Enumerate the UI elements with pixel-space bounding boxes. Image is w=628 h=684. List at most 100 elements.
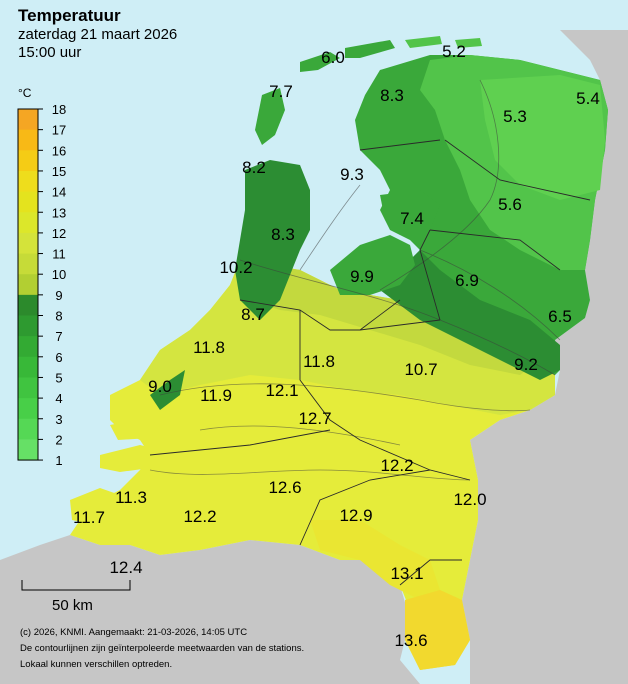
footer-disclaimer: Lokaal kunnen verschillen optreden. <box>20 659 173 670</box>
legend-tick-label: 3 <box>55 412 62 427</box>
temp-label: 12.6 <box>268 478 301 497</box>
temp-label: 7.4 <box>400 209 424 228</box>
vlieland <box>300 52 340 72</box>
temp-label: 13.1 <box>390 564 423 583</box>
zone-south-limburg <box>405 590 470 670</box>
legend-tick-label: 4 <box>55 391 62 406</box>
map-header: Temperatuur zaterdag 21 maart 2026 15:00… <box>18 6 177 62</box>
temp-label: 8.7 <box>241 305 265 324</box>
legend-bar: 18 17 16 15 14 13 12 11 10 9 8 7 6 5 4 3 2 1 <box>17 102 66 468</box>
legend-swatch <box>18 418 38 440</box>
province-borders <box>149 139 591 586</box>
temperature-labels: 6.0 5.2 7.7 8.3 5.4 5.3 8.2 9.3 7.4 5.6 … <box>73 42 600 650</box>
schouwen <box>100 445 160 472</box>
temp-label: 8.3 <box>271 225 295 244</box>
temp-label: 12.4 <box>109 558 142 577</box>
legend-tick-label: 2 <box>55 432 62 447</box>
footer-copyright: (c) 2026, KNMI. Aangemaakt: 21-03-2026, … <box>20 627 248 638</box>
noordoostpolder <box>380 190 440 235</box>
temp-label: 9.3 <box>340 165 364 184</box>
zone-green-dark <box>380 250 560 380</box>
legend-tick-label: 15 <box>52 164 66 179</box>
legend-tick-label: 8 <box>55 309 62 324</box>
legend-tick-label: 17 <box>52 123 66 138</box>
temp-label: 5.3 <box>503 107 527 126</box>
legend-tick-label: 12 <box>52 226 66 241</box>
terschelling <box>345 40 395 58</box>
temp-label: 7.7 <box>269 82 293 101</box>
zone-warmest <box>310 520 440 600</box>
legend-frame <box>17 108 39 461</box>
flevoland <box>330 235 415 295</box>
legend-tick-label: 11 <box>52 247 66 262</box>
map-footer: (c) 2026, KNMI. Aangemaakt: 21-03-2026, … <box>20 625 304 673</box>
contour-lines <box>149 79 561 481</box>
goeree <box>110 418 160 440</box>
legend-swatch <box>18 398 38 420</box>
legend-swatch <box>18 170 38 193</box>
temp-label: 12.1 <box>265 381 298 400</box>
temp-label: 12.9 <box>339 506 372 525</box>
legend-swatch <box>18 336 38 358</box>
legend-tick-label: 7 <box>55 329 62 344</box>
legend-swatch <box>18 191 38 213</box>
scale-label: 50 km <box>52 597 93 614</box>
map-title: Temperatuur <box>18 6 121 25</box>
temp-label: 11.3 <box>115 488 147 507</box>
legend-swatch <box>18 315 38 337</box>
legend-swatch <box>18 294 38 316</box>
legend-tick-label: 5 <box>55 370 62 385</box>
legend-swatch <box>18 129 38 151</box>
temp-label: 9.0 <box>148 377 172 396</box>
map-time: 15:00 uur <box>18 44 82 61</box>
legend-swatch <box>18 212 38 234</box>
temp-label: 5.6 <box>498 195 522 214</box>
coast-west <box>150 370 185 410</box>
legend-swatch <box>18 150 38 172</box>
legend-swatch <box>18 356 38 378</box>
legend-swatch <box>18 274 38 296</box>
legend-swatch <box>18 232 38 255</box>
belgium <box>0 535 420 684</box>
legend-tick-label: 10 <box>52 267 66 282</box>
legend-tick-label: 6 <box>55 350 62 365</box>
schiermonnikoog <box>455 38 482 48</box>
zone-green-pale <box>480 75 605 200</box>
legend-swatch <box>18 109 38 131</box>
legend-tick-label: 18 <box>52 102 66 117</box>
temp-label: 12.2 <box>380 456 413 475</box>
temp-label: 11.8 <box>303 352 335 371</box>
temp-label: 12.7 <box>298 409 331 428</box>
temp-label: 11.7 <box>73 508 105 527</box>
temp-label: 6.5 <box>548 307 572 326</box>
ameland <box>405 36 442 48</box>
walcheren <box>70 488 120 525</box>
germany <box>462 30 628 684</box>
footer-note: De contourlijnen zijn geïnterpoleerde me… <box>20 643 305 654</box>
temp-label: 13.6 <box>394 631 427 650</box>
scale-bar <box>21 580 131 591</box>
temp-label: 5.2 <box>442 42 466 61</box>
legend-swatch <box>18 439 38 461</box>
temp-label: 10.7 <box>404 360 437 379</box>
temp-label: 6.9 <box>455 271 479 290</box>
legend-tick-label: 9 <box>55 288 62 303</box>
temp-label: 8.3 <box>380 86 404 105</box>
temp-label: 11.9 <box>200 386 232 405</box>
legend-tick-label: 1 <box>55 453 62 468</box>
temp-label: 12.2 <box>183 507 216 526</box>
legend-tick-label: 16 <box>52 143 66 158</box>
temp-label: 9.2 <box>514 355 538 374</box>
north-holland <box>235 160 310 320</box>
zone-mid-transition <box>240 260 540 375</box>
temp-label: 6.0 <box>321 48 345 67</box>
map-date: zaterdag 21 maart 2026 <box>18 26 178 43</box>
legend-tick-label: 13 <box>52 205 66 220</box>
legend-swatch <box>18 377 38 399</box>
temp-label: 9.9 <box>350 267 374 286</box>
texel <box>255 88 285 145</box>
temp-label: 12.0 <box>453 490 486 509</box>
legend-unit: °C <box>18 86 32 100</box>
